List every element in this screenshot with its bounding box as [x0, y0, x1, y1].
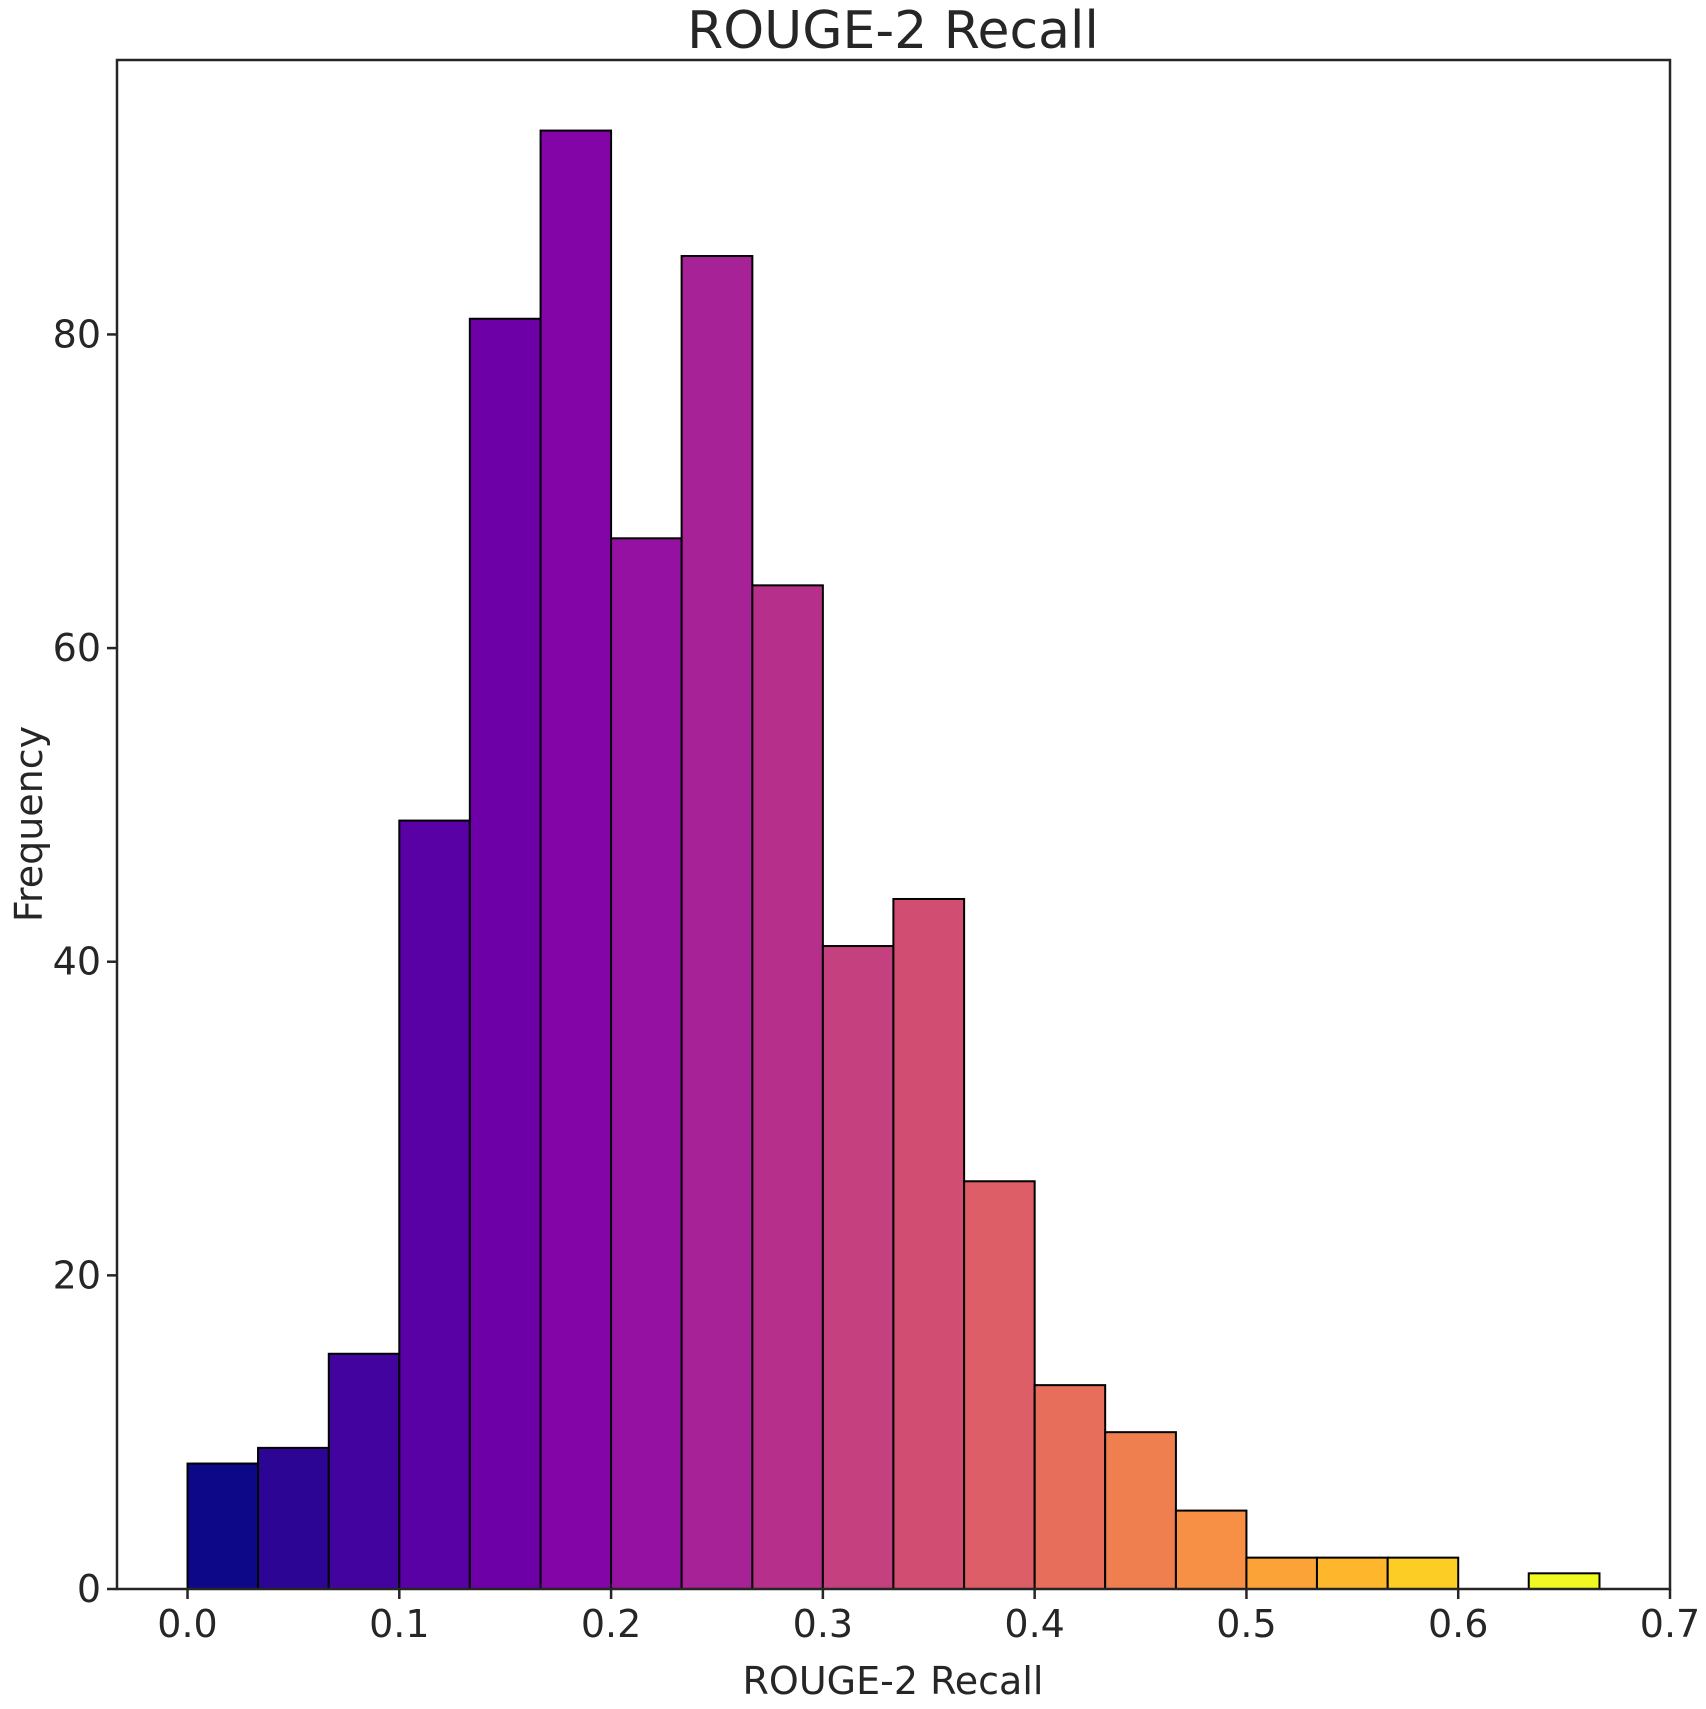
x-axis-label: ROUGE-2 Recall [743, 1659, 1044, 1703]
histogram-bar [963, 1180, 1036, 1591]
histogram-bar [257, 1446, 330, 1591]
histogram-bar [539, 129, 613, 1591]
histogram-bar [186, 1462, 260, 1590]
histogram-bar [468, 317, 542, 1590]
plot-frame [115, 58, 1672, 1591]
chart-title: ROUGE-2 Recall [687, 1, 1099, 61]
histogram-bar [1386, 1556, 1460, 1590]
histogram-bar [751, 584, 824, 1590]
histogram-bar [1245, 1556, 1318, 1590]
y-tick-label: 40 [53, 940, 101, 984]
y-tick-label: 20 [53, 1253, 101, 1297]
x-tick-label: 0.1 [369, 1602, 429, 1646]
histogram-bar [1174, 1509, 1248, 1590]
histogram-bar [821, 945, 895, 1590]
y-tick-label: 80 [53, 312, 101, 356]
histogram-bar [1104, 1431, 1177, 1590]
x-tick-label: 0.4 [1004, 1602, 1064, 1646]
histogram-bar [892, 897, 966, 1590]
histogram-bar [1033, 1384, 1107, 1590]
x-tick-label: 0.5 [1216, 1602, 1276, 1646]
x-axis-ticks: 0.0 0.1 0.2 0.3 0.4 0.5 0.6 0.7 [157, 1589, 1700, 1646]
y-axis-label: Frequency [7, 726, 51, 922]
x-tick-label: 0.3 [793, 1602, 853, 1646]
histogram-bar [680, 255, 754, 1590]
y-axis-ticks: 0 20 40 60 80 [53, 312, 117, 1611]
histogram-bar [1527, 1572, 1601, 1591]
y-tick-label: 60 [53, 626, 101, 670]
x-tick-label: 0.7 [1640, 1602, 1700, 1646]
histogram-bar [610, 537, 683, 1590]
x-tick-label: 0.6 [1428, 1602, 1488, 1646]
x-tick-label: 0.2 [581, 1602, 641, 1646]
histogram-bar [1315, 1556, 1389, 1590]
histogram-bar [327, 1352, 401, 1591]
x-tick-label: 0.0 [157, 1602, 217, 1646]
y-tick-label: 0 [77, 1567, 101, 1611]
histogram-bar [398, 819, 471, 1590]
bars-group [186, 129, 1601, 1591]
